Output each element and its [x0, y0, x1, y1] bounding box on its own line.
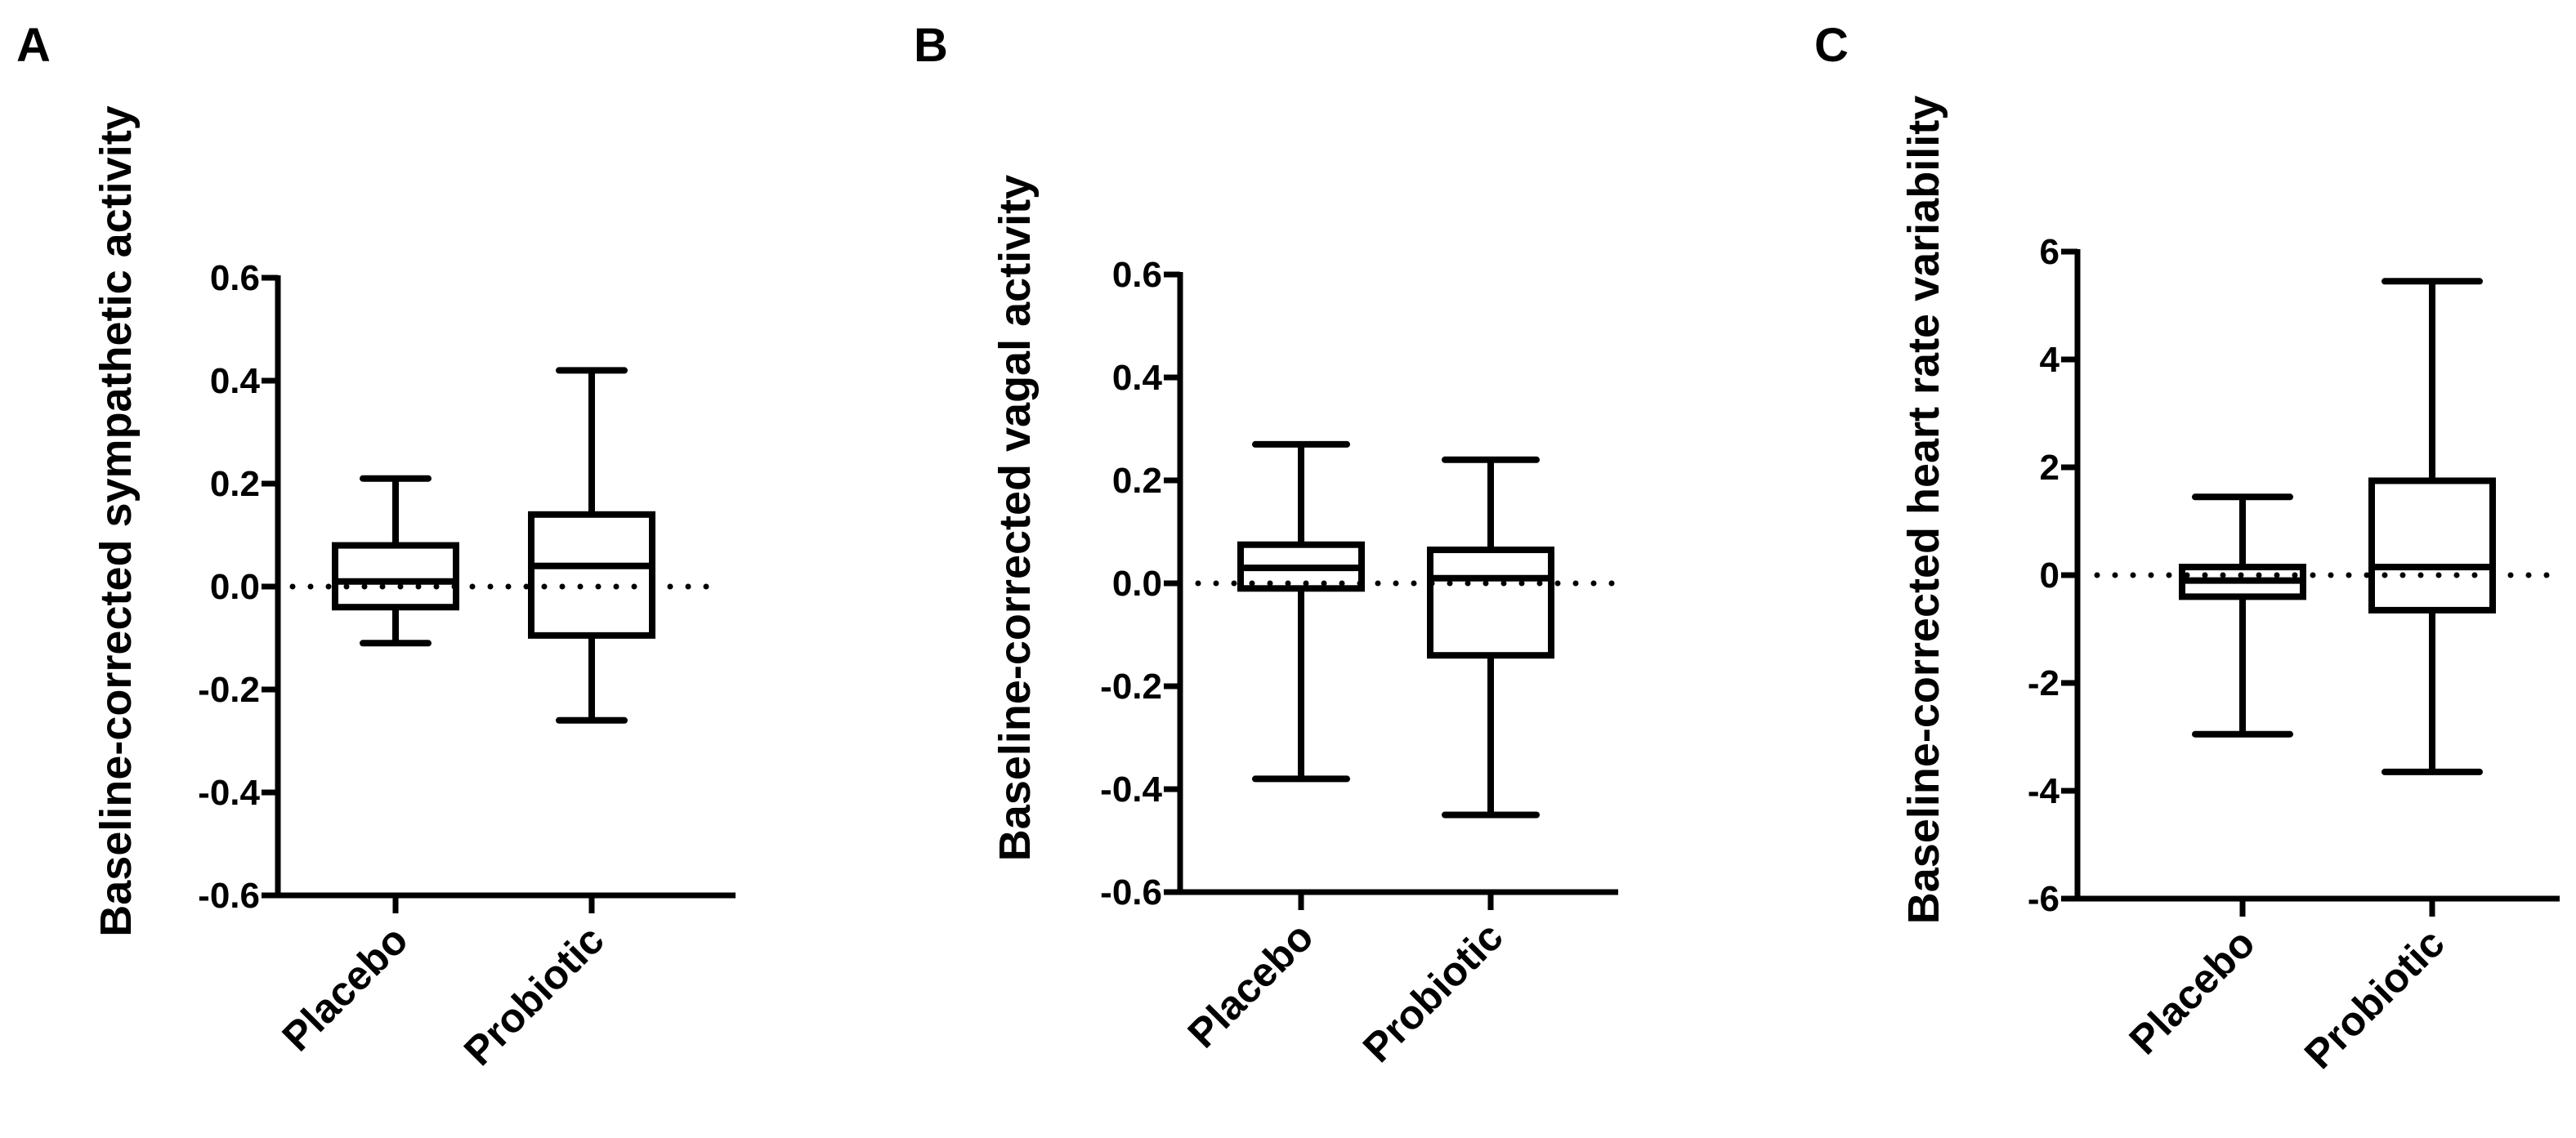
y-tick-label: 0.2	[210, 464, 260, 504]
iqr-box	[2368, 477, 2496, 614]
box-placebo	[2179, 493, 2306, 738]
y-tick-label: 0	[2040, 556, 2059, 596]
y-tick-label: 2	[2040, 448, 2059, 488]
y-tick-label: -0.4	[198, 773, 260, 813]
x-category-label: Placebo	[2121, 920, 2264, 1063]
y-tick-label: -0.2	[198, 670, 260, 710]
iqr-box	[528, 511, 655, 639]
x-category-label: Probiotic	[1354, 913, 1512, 1071]
panel-b: B -0.6 -0.4 -0.2 0.0 0.2 0.4 0.6 Baseline-correc…	[914, 19, 1618, 1071]
y-tick-label: 4	[2040, 340, 2060, 380]
box-placebo	[1237, 440, 1365, 783]
y-tick-label: 0.4	[1112, 358, 1163, 398]
x-category-label: Probiotic	[455, 917, 613, 1074]
iqr-box	[332, 542, 459, 611]
y-tick-label: -0.4	[1100, 770, 1162, 810]
panel-letter: C	[1814, 19, 1849, 72]
box-probiotic	[2368, 278, 2496, 775]
y-tick-label: 0.2	[1112, 461, 1162, 501]
y-tick-label: 6	[2040, 232, 2059, 272]
box-probiotic	[1427, 456, 1554, 819]
x-category-label: Probiotic	[2296, 920, 2453, 1078]
y-axis-title: Baseline-corrected sympathetic activity	[92, 105, 141, 936]
y-tick-label: -0.6	[1100, 872, 1162, 913]
y-tick-label: 0.0	[210, 567, 260, 607]
y-tick-label: -0.2	[1100, 667, 1162, 707]
y-tick-label: 0.4	[210, 361, 261, 401]
y-tick-label: -4	[2028, 771, 2060, 811]
y-tick-label: 0.0	[1112, 564, 1162, 604]
y-tick-label: -2	[2028, 663, 2059, 703]
y-tick-label: -0.6	[198, 876, 260, 916]
y-tick-label: 0.6	[1112, 255, 1162, 295]
y-axis-title: Baseline-corrected heart rate variabilit…	[1899, 96, 1948, 924]
x-category-label: Placebo	[1179, 913, 1322, 1056]
y-axis-title: Baseline-corrected vagal activity	[991, 175, 1040, 861]
box-placebo	[332, 475, 459, 647]
box-probiotic	[528, 367, 655, 724]
panel-letter: A	[16, 19, 51, 72]
panel-a: A -0.6 -0.4 -0.2 0.0 0.2 0.4 0.6 Baseline-correc…	[16, 19, 736, 1074]
y-tick-label: 0.6	[210, 258, 260, 298]
panel-c: C -6 -4 -2 0 2 4 6 Baseline-corrected heart rate…	[1814, 19, 2561, 1078]
panel-letter: B	[914, 19, 948, 72]
y-tick-label: -6	[2028, 879, 2059, 919]
iqr-box	[1427, 547, 1554, 659]
x-category-label: Placebo	[274, 917, 417, 1060]
